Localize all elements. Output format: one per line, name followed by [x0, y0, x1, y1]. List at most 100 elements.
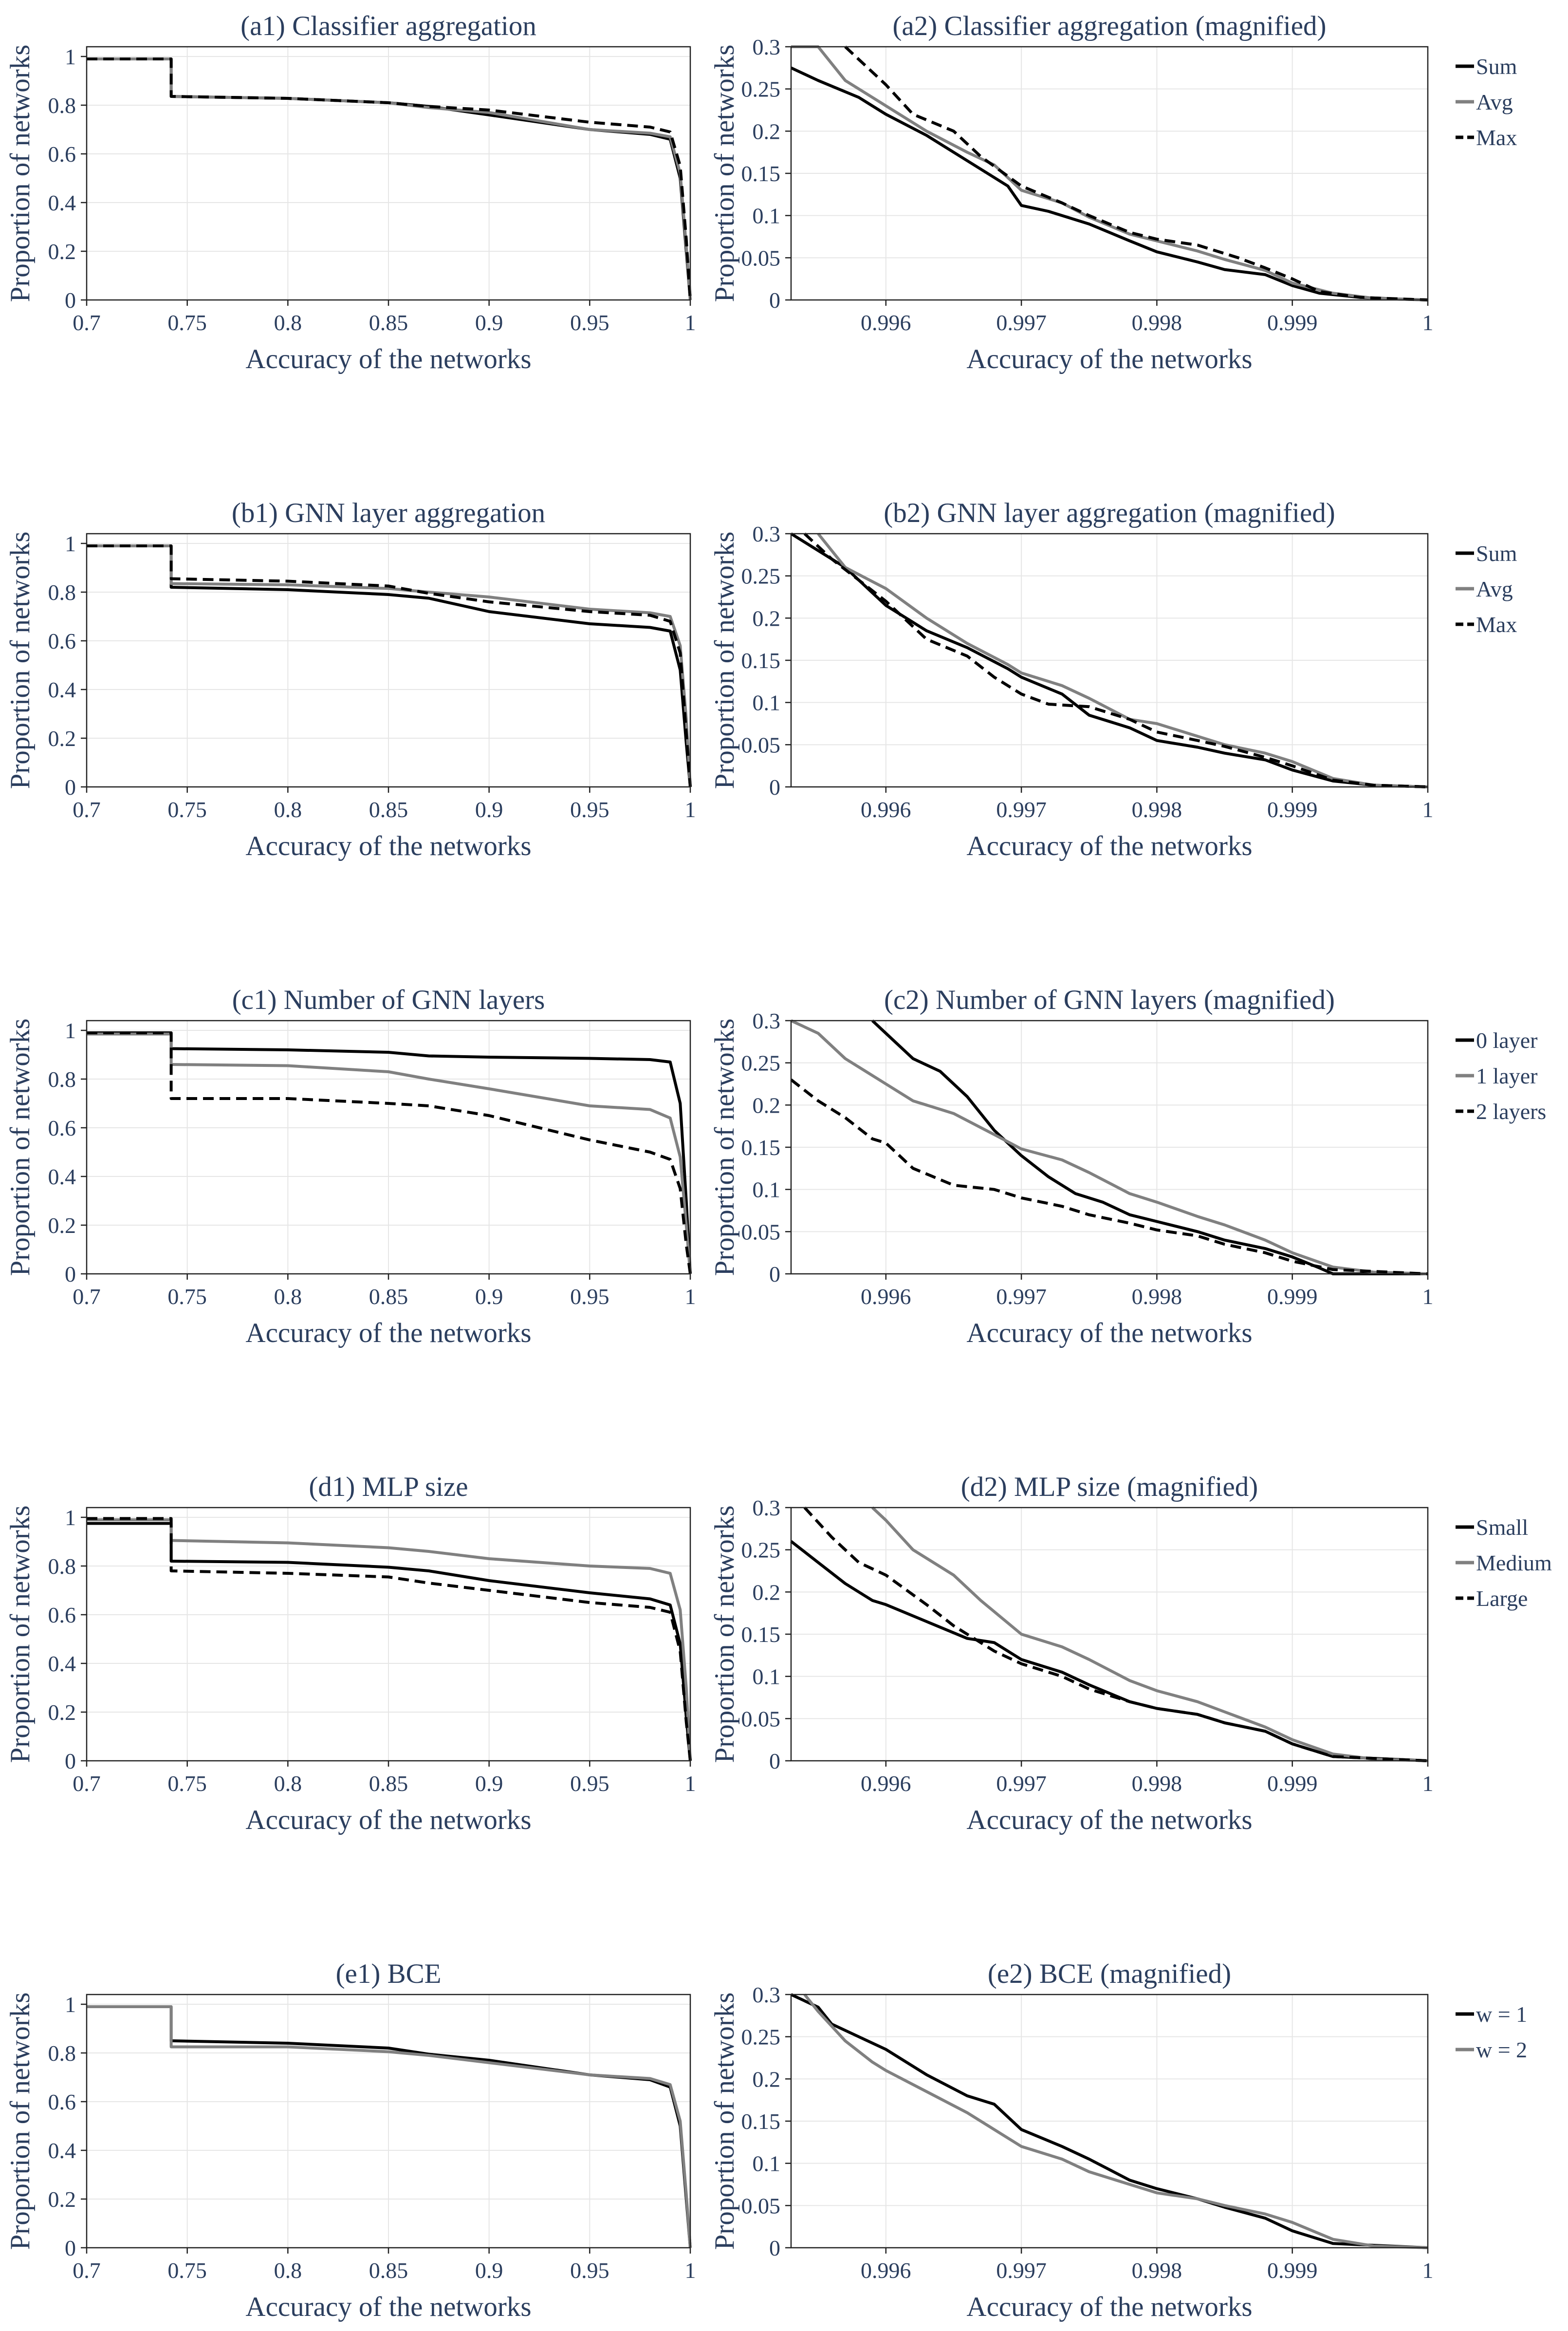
legend-item: w = 2	[1456, 2037, 1527, 2062]
y-tick-label: 0.8	[48, 2041, 76, 2066]
y-tick-label: 0.8	[48, 1067, 76, 1092]
x-tick-label: 0.95	[570, 1771, 609, 1796]
legend-item: Sum	[1456, 54, 1517, 79]
figure: 0.7 0.75 0.8 0.85 0.9 0.95 100.20.40.60.81(a1)…	[0, 0, 1568, 2331]
y-tick-label: 0.4	[48, 677, 76, 702]
y-tick-label: 0.3	[753, 1008, 781, 1033]
x-axis-label: Accuracy of the networks	[966, 2292, 1252, 2322]
plot-b1: 0.7 0.75 0.8 0.85 0.9 0.95 100.20.40.60.81(b1)…	[5, 498, 696, 861]
chart-title: (a2) Classifier aggregation (magnified)	[892, 11, 1326, 41]
y-tick-label: 0.8	[48, 580, 76, 605]
y-tick-label: 0.6	[48, 629, 76, 653]
y-tick-label: 0.8	[48, 93, 76, 118]
y-tick-label: 0.6	[48, 142, 76, 167]
x-axis-label: Accuracy of the networks	[966, 1805, 1252, 1835]
y-tick-label: 0.6	[48, 2089, 76, 2114]
x-tick-label: 0.75	[167, 797, 207, 822]
y-tick-label: 0.4	[48, 190, 76, 215]
legend-item: w = 1	[1456, 2002, 1527, 2027]
y-axis-label: Proportion of networks	[709, 1019, 740, 1276]
y-tick-label: 0	[769, 288, 780, 313]
x-axis-label: Accuracy of the networks	[245, 344, 531, 374]
legend-item: Avg	[1456, 577, 1513, 601]
y-tick-label: 0	[65, 2236, 76, 2260]
y-tick-label: 0.05	[741, 732, 781, 757]
chart-title: (c1) Number of GNN layers	[232, 985, 545, 1015]
chart-title: (e1) BCE	[336, 1958, 442, 1989]
y-tick-label: 0.2	[48, 1700, 76, 1725]
chart-title: (e2) BCE (magnified)	[988, 1958, 1231, 1989]
x-tick-label: 0.9	[475, 310, 503, 335]
y-tick-label: 0.15	[741, 1135, 781, 1160]
y-tick-label: 0.6	[48, 1603, 76, 1627]
legend-label: Max	[1476, 612, 1517, 637]
x-tick-label: 0.8	[274, 310, 302, 335]
x-tick-label: 1	[1422, 310, 1434, 335]
x-axis-label: Accuracy of the networks	[245, 831, 531, 861]
plot-c2: 0.996 0.997 0.998 0.999 100.050.10.150.20.25…	[709, 985, 1434, 1348]
chart-title: (d1) MLP size	[309, 1472, 468, 1502]
legend-item: Sum	[1456, 541, 1517, 566]
series-line-sum	[791, 68, 1428, 300]
x-tick-label: 0.998	[1132, 797, 1182, 822]
y-tick-label: 0.15	[741, 1622, 781, 1647]
plot-e1: 0.7 0.75 0.8 0.85 0.9 0.95 1 0 0.2 0.4 0.6 0.8 1 (e1)…	[5, 1958, 696, 2322]
legend-label: Sum	[1476, 541, 1517, 566]
legend-label: w = 2	[1476, 2037, 1527, 2062]
y-tick-label: 1	[65, 1505, 76, 1530]
chart-title: (d2) MLP size (magnified)	[961, 1472, 1258, 1502]
y-tick-label: 0.4	[48, 1164, 76, 1189]
y-tick-label: 0.1	[753, 690, 781, 715]
x-tick-label: 0.998	[1132, 310, 1182, 335]
x-tick-label: 0.75	[167, 2258, 207, 2283]
x-tick-label: 0.8	[274, 2258, 302, 2283]
series-line-2-layers	[791, 1080, 1428, 1274]
y-tick-label: 0.8	[48, 1554, 76, 1579]
x-tick-label: 0.996	[861, 2258, 911, 2283]
x-tick-label: 0.998	[1132, 1771, 1182, 1796]
y-tick-label: 0.2	[753, 119, 781, 144]
y-tick-label: 0.2	[48, 726, 76, 751]
y-tick-label: 0.4	[48, 2138, 76, 2163]
y-axis-label: Proportion of networks	[5, 1506, 36, 1763]
y-tick-label: 0.2	[753, 1093, 781, 1118]
y-tick-label: 0.4	[48, 1651, 76, 1676]
y-tick-label: 0.15	[741, 161, 781, 186]
plot-a1: 0.7 0.75 0.8 0.85 0.9 0.95 1 0 0.2 0.4 0.6 0.8 1 (a1)…	[5, 11, 696, 374]
x-tick-label: 0.85	[369, 797, 408, 822]
y-tick-label: 0.25	[741, 77, 781, 102]
x-tick-label: 1	[685, 1771, 696, 1796]
legend: w = 1 w = 2	[1456, 2002, 1527, 2062]
y-tick-label: 0.2	[753, 2067, 781, 2091]
y-tick-label: 0.2	[753, 1580, 781, 1604]
y-tick-label: 0.2	[48, 2187, 76, 2212]
y-tick-label: 0.2	[753, 606, 781, 631]
x-tick-label: 1	[685, 1284, 696, 1309]
x-tick-label: 0.9	[475, 1771, 503, 1796]
plot-c1: 0.7 0.75 0.8 0.85 0.9 0.95 1 0 0.2 0.4 0.6 0.8 1 (c1)…	[5, 985, 696, 1348]
x-tick-label: 0.997	[996, 797, 1047, 822]
x-tick-label: 1	[685, 797, 696, 822]
legend-item: Small	[1456, 1515, 1528, 1540]
x-tick-label: 0.999	[1267, 1284, 1318, 1309]
y-tick-label: 0	[65, 1262, 76, 1287]
y-tick-label: 0	[769, 1262, 780, 1287]
legend-item: 1 layer	[1456, 1063, 1537, 1088]
x-tick-label: 0.85	[369, 1771, 408, 1796]
y-axis-label: Proportion of networks	[709, 532, 740, 789]
chart-title: (b2) GNN layer aggregation (magnified)	[884, 498, 1335, 528]
x-tick-label: 0.999	[1267, 1771, 1318, 1796]
x-tick-label: 0.85	[369, 1284, 408, 1309]
plot-d1: 0.7 0.75 0.8 0.85 0.9 0.95 1 0 0.2 0.4 0.6 0.8 1 (d1)…	[5, 1472, 696, 1835]
y-tick-label: 0	[65, 1749, 76, 1773]
y-tick-label: 0.1	[753, 204, 781, 228]
y-tick-label: 0.15	[741, 648, 781, 673]
x-tick-label: 0.95	[570, 797, 609, 822]
x-axis-label: Accuracy of the networks	[966, 831, 1252, 861]
x-tick-label: 0.7	[73, 1284, 101, 1309]
x-tick-label: 0.8	[274, 1771, 302, 1796]
chart-title: (b1) GNN layer aggregation	[232, 498, 545, 528]
x-axis-label: Accuracy of the networks	[245, 1318, 531, 1348]
y-tick-label: 0.05	[741, 245, 781, 270]
legend-item: Max	[1456, 125, 1517, 150]
